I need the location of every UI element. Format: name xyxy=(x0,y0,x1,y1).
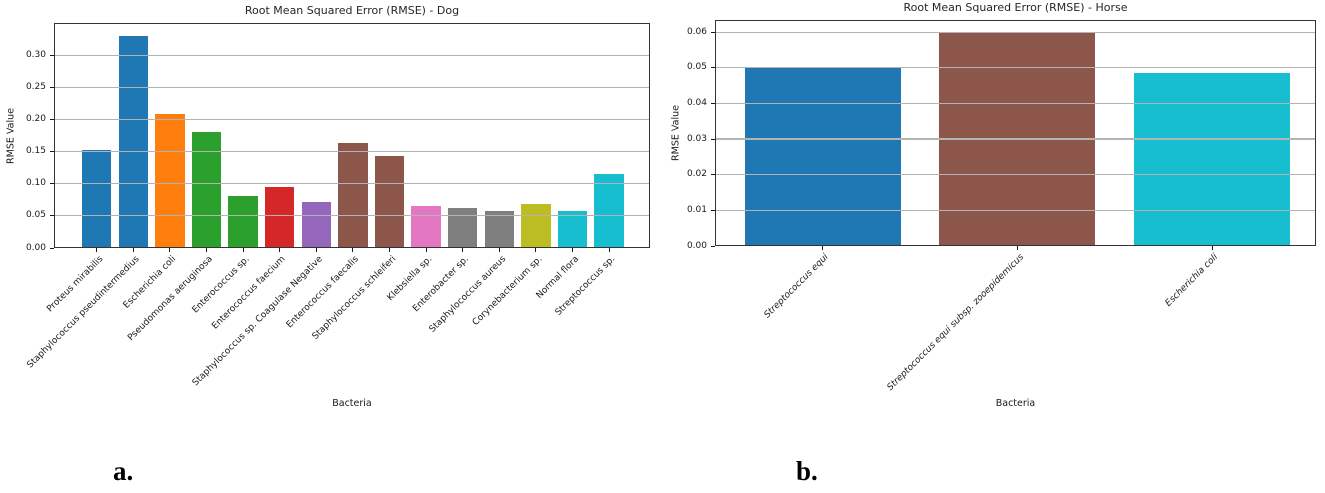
gridline xyxy=(54,54,650,56)
y-tick-mark xyxy=(710,138,715,140)
y-tick-label: 0.10 xyxy=(25,178,46,189)
gridline xyxy=(54,150,650,153)
bar-enterococcus-sp xyxy=(228,195,258,248)
bar-staphylococcus-aureus xyxy=(484,210,514,248)
bar-escherichia-coli xyxy=(1134,73,1291,246)
y-tick-mark xyxy=(710,31,715,33)
y-tick-mark xyxy=(710,245,715,247)
x-tick-mark xyxy=(352,248,354,252)
y-tick-label: 0.20 xyxy=(25,113,46,124)
gridline xyxy=(715,102,1316,104)
y-tick-label: 0.01 xyxy=(686,204,707,215)
gridline xyxy=(715,67,1316,69)
bar-corynebacterium-sp xyxy=(521,204,551,248)
horse-x-axis-label: Bacteria xyxy=(995,398,1036,409)
bar-enterococcus-faecalis xyxy=(338,142,368,248)
y-tick-label: 0.05 xyxy=(686,62,707,73)
x-tick-mark xyxy=(242,248,244,252)
horse-plot-area xyxy=(715,20,1316,246)
dog-chart-title: Root Mean Squared Error (RMSE) - Dog xyxy=(244,4,460,17)
y-tick-mark xyxy=(49,183,54,185)
y-tick-label: 0.15 xyxy=(25,146,46,157)
bar-streptococcus-equi xyxy=(744,67,901,246)
gridline xyxy=(715,138,1316,140)
y-tick-label: 0.00 xyxy=(25,242,46,253)
x-tick-mark xyxy=(1211,246,1213,250)
gridline xyxy=(54,118,650,121)
x-tick-mark xyxy=(132,248,134,252)
x-tick-mark xyxy=(498,248,500,252)
x-tick-mark xyxy=(206,248,207,252)
bar-enterobacter-sp xyxy=(448,208,478,248)
y-tick-label: 0.25 xyxy=(25,81,46,92)
dog-x-axis-label: Bacteria xyxy=(332,398,372,409)
bar-proteus-mirabilis xyxy=(82,150,112,248)
x-tick-mark xyxy=(96,248,98,252)
x-tick-mark xyxy=(535,248,537,252)
x-tick-mark xyxy=(1016,246,1018,250)
bar-klebsiella-sp xyxy=(411,205,441,248)
y-tick-mark xyxy=(710,102,715,104)
y-tick-label: 0.30 xyxy=(25,49,46,60)
bar-staphylococcus-schleiferi xyxy=(374,156,405,248)
subfigure-label-b: b. xyxy=(796,456,818,486)
y-tick-label: 0.02 xyxy=(686,169,707,180)
y-tick-mark xyxy=(710,67,715,69)
x-tick-mark xyxy=(608,248,610,252)
gridline xyxy=(54,215,650,217)
x-tick-mark xyxy=(462,248,464,252)
x-tick-mark xyxy=(279,248,281,252)
y-tick-mark xyxy=(49,215,54,217)
bar-staphylococcus-pseudintermedius xyxy=(118,35,148,248)
y-tick-mark xyxy=(710,209,715,211)
bar-escherichia-coli xyxy=(155,113,185,248)
y-tick-mark xyxy=(49,151,54,153)
bar-normal-flora xyxy=(557,210,588,248)
y-tick-mark xyxy=(49,54,54,56)
bar-staphylococcus-sp-coagulase-negative xyxy=(301,202,331,248)
gridline xyxy=(715,174,1316,176)
horse-chart-title: Root Mean Squared Error (RMSE) - Horse xyxy=(903,1,1128,14)
gridline xyxy=(715,31,1316,33)
y-tick-label: 0.00 xyxy=(686,240,707,251)
y-tick-mark xyxy=(49,247,54,249)
x-tick-mark xyxy=(822,246,824,250)
x-tick-mark xyxy=(572,248,573,252)
gridline xyxy=(54,86,650,88)
horse-y-axis-label: RMSE Value xyxy=(670,105,682,161)
y-tick-label: 0.04 xyxy=(686,97,707,108)
x-tick-mark xyxy=(425,248,427,252)
y-tick-mark xyxy=(49,118,54,120)
y-tick-label: 0.03 xyxy=(686,133,707,144)
bar-pseudomonas-aeruginosa xyxy=(191,131,222,248)
y-tick-mark xyxy=(710,174,715,176)
subfigure-label-a: a. xyxy=(113,456,134,486)
bar-enterococcus-faecium xyxy=(265,186,295,248)
gridline xyxy=(54,183,650,185)
y-tick-label: 0.05 xyxy=(25,210,46,221)
x-tick-mark xyxy=(389,248,390,252)
y-tick-label: 0.06 xyxy=(686,26,707,37)
y-tick-mark xyxy=(49,86,54,88)
x-tick-mark xyxy=(315,248,317,252)
gridline xyxy=(715,209,1316,211)
bar-streptococcus-sp xyxy=(594,174,624,248)
x-tick-mark xyxy=(169,248,171,252)
